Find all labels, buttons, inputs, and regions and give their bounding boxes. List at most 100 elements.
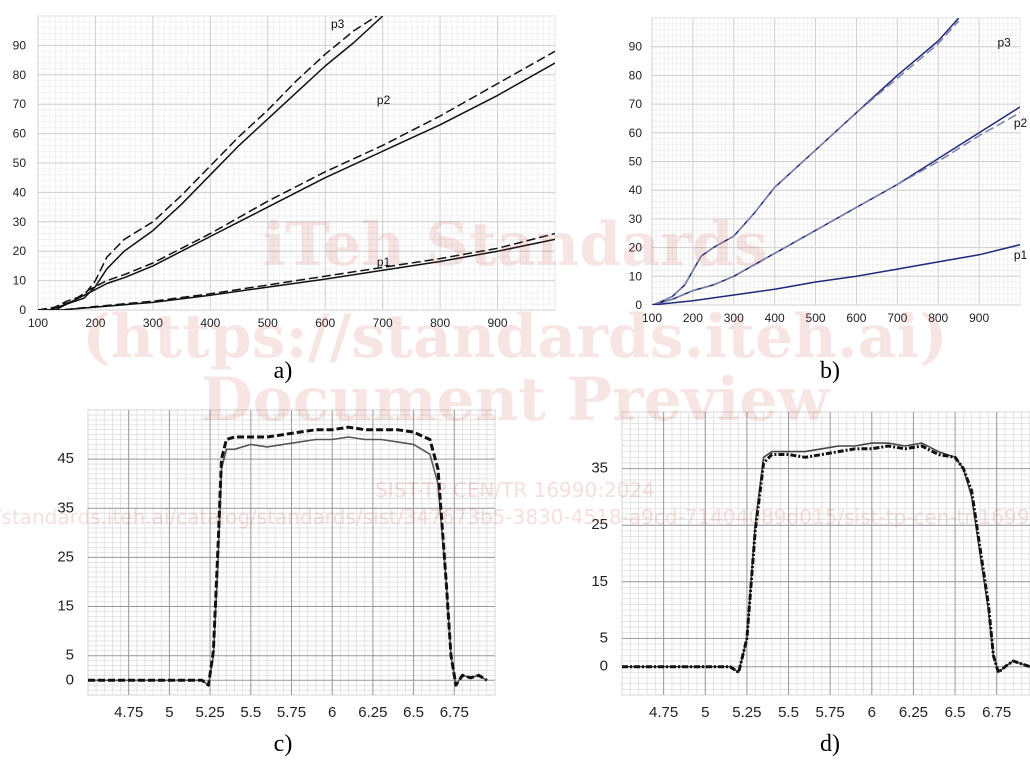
y-tick-label: 0: [635, 298, 642, 312]
y-tick-label: 25: [57, 548, 74, 565]
grid: [621, 411, 1030, 696]
series-label-p3: p3: [331, 17, 345, 31]
series-group: [622, 442, 1030, 674]
x-tick-label: 5.25: [195, 704, 224, 721]
series-label-p2: p2: [377, 93, 391, 107]
chart-panels: 100 200 300 400 500 600 700 800 9000102030405060…: [13, 15, 1030, 757]
y-tick-label: 80: [629, 68, 643, 82]
x-tick-label: 800: [430, 316, 450, 330]
series-label-p1: p1: [1014, 248, 1028, 262]
y-tick-label: 90: [629, 40, 643, 54]
x-tick-label: 100: [28, 316, 48, 330]
x-tick-label: 5.5: [778, 704, 799, 721]
x-tick-label: 5: [701, 704, 709, 721]
panel-b: 100 200 300 400 500 600 700 800 900 0 10 20 30 40 50 60…: [629, 17, 1028, 384]
y-tick-label: 5: [600, 629, 608, 646]
panel-caption-b: b): [820, 358, 840, 384]
x-tick-label: 4.75: [649, 704, 678, 721]
y-tick-label: 50: [13, 156, 27, 170]
y-tick-label: 45: [57, 450, 74, 467]
y-tick-label: 50: [629, 155, 643, 169]
y-tick-label: 40: [629, 183, 643, 197]
watermark-catalog-url: https://standards.iteh.ai/catalog/standa…: [0, 505, 1030, 529]
y-tick-label: 20: [13, 244, 27, 258]
x-tick-label: 100: [642, 311, 662, 325]
x-tick-label: 600: [846, 311, 866, 325]
series-line-p2-dashed: [652, 112, 1020, 305]
watermark: iTeh Standards (https://standards.iteh.a…: [0, 210, 1030, 529]
panel-c: 4.75 5 5.25 5.5 5.75 6 6.25 6.5 6.75 0 5 15 25 35 45 c): [57, 409, 496, 757]
y-tick-label: 15: [57, 598, 74, 615]
x-tick-label: 5.5: [240, 704, 261, 721]
x-tick-label: 6.25: [899, 704, 928, 721]
y-tick-label: 70: [629, 97, 643, 111]
y-tick-label: 0: [66, 671, 74, 688]
x-tick-label: 500: [258, 316, 278, 330]
x-tick-label: 200: [85, 316, 105, 330]
panel-caption-a: a): [274, 358, 293, 384]
grid: [87, 409, 496, 696]
watermark-preview: Document Preview: [201, 365, 831, 435]
x-tick-label: 5.75: [277, 704, 306, 721]
series-group: [38, 16, 555, 310]
y-tick-label: 30: [629, 212, 643, 226]
x-tick-label: 800: [928, 311, 948, 325]
x-tick-label: 4.75: [114, 704, 143, 721]
y-tick-label: 60: [13, 127, 27, 141]
x-tick-label: 900: [969, 311, 989, 325]
series-label-p3: p3: [998, 36, 1012, 50]
x-tick-label: 700: [373, 316, 393, 330]
series-label-p2: p2: [1014, 116, 1028, 130]
series-label-p1: p1: [377, 255, 391, 269]
y-tick-label: 30: [13, 215, 27, 229]
y-tick-label: 25: [591, 516, 608, 533]
y-tick-label: 90: [13, 38, 27, 52]
series-line-dashdot: [622, 444, 1030, 674]
x-tick-label: 400: [200, 316, 220, 330]
y-tick-label: 35: [57, 499, 74, 516]
panel-caption-c: c): [274, 731, 293, 757]
watermark-standard-id: SIST-TP CEN/TR 16990:2024: [375, 478, 655, 502]
series-line-p2-solid: [38, 62, 555, 310]
y-tick-label: 0: [19, 303, 26, 317]
panel-d: 4.75 5 5.25 5.5 5.75 6 6.25 6.5 6.75 0 5 15 25 35 d): [591, 411, 1030, 757]
x-tick-label: 6.5: [945, 704, 966, 721]
series-line-p1-dashed: [38, 232, 555, 310]
y-tick-label: 35: [591, 460, 608, 477]
y-tick-label: 0: [600, 658, 608, 675]
grid: [651, 17, 1021, 306]
series-line-p1-solid: [652, 243, 1020, 305]
x-tick-label: 400: [765, 311, 785, 325]
x-tick-label: 5.25: [732, 704, 761, 721]
y-tick-label: 80: [13, 68, 27, 82]
series-line-solid: [88, 436, 488, 687]
x-tick-label: 700: [887, 311, 907, 325]
watermark-url: (https://standards.iteh.ai): [82, 302, 947, 372]
x-tick-label: 300: [143, 316, 163, 330]
x-tick-label: 5.75: [816, 704, 845, 721]
x-tick-label: 900: [488, 316, 508, 330]
y-tick-label: 40: [13, 185, 27, 199]
series-line-p3-dashed: [652, 20, 960, 305]
series-group: [652, 18, 1020, 305]
x-tick-label: 300: [724, 311, 744, 325]
y-tick-label: 70: [13, 97, 27, 111]
y-tick-label: 15: [591, 573, 608, 590]
x-tick-label: 500: [806, 311, 826, 325]
series-line-p2-dashed: [38, 50, 555, 310]
panel-caption-d: d): [820, 731, 840, 757]
y-tick-label: 10: [629, 269, 643, 283]
y-tick-label: 5: [66, 647, 74, 664]
grid: [37, 15, 556, 311]
x-tick-label: 6: [868, 704, 876, 721]
x-tick-label: 200: [683, 311, 703, 325]
y-tick-label: 60: [629, 126, 643, 140]
series-line-p3-dashed: [38, 16, 378, 310]
y-tick-label: 20: [629, 241, 643, 255]
x-tick-label: 5: [165, 704, 173, 721]
x-tick-label: 6.75: [982, 704, 1011, 721]
x-tick-label: 6: [328, 704, 336, 721]
x-tick-label: 600: [315, 316, 335, 330]
x-tick-label: 6.25: [358, 704, 387, 721]
